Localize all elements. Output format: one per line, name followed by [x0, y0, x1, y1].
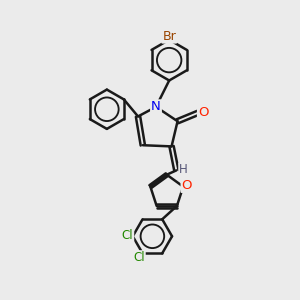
Text: Cl: Cl — [133, 251, 145, 264]
Text: Cl: Cl — [122, 229, 133, 242]
Text: H: H — [179, 164, 188, 176]
Text: O: O — [198, 106, 208, 119]
Text: O: O — [182, 179, 192, 192]
Text: N: N — [151, 100, 161, 113]
Text: Br: Br — [162, 30, 176, 43]
